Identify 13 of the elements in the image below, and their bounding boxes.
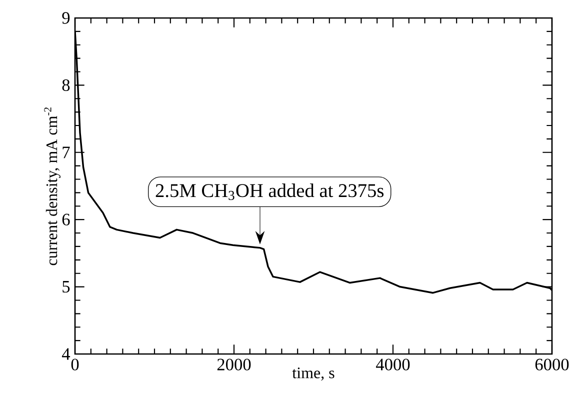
y-tick-label: 9 — [62, 12, 70, 24]
y-axis-title: current density, mA cm$^{-2}$ — [44, 107, 60, 266]
annotation: 2.5M CH$_{3}$OH added at 2375s — [156, 184, 384, 200]
y-tick-label: 5 — [62, 281, 70, 293]
y-tick-label: 7 — [62, 146, 70, 158]
y-tick-label: 4 — [62, 348, 70, 360]
x-tick-label: 6000 — [535, 358, 569, 370]
x-tick-label: 2000 — [217, 358, 251, 370]
y-tick-label: 8 — [62, 79, 70, 92]
y-tick-label: 6 — [62, 214, 70, 226]
x-axis-title: time, s — [292, 368, 334, 381]
x-tick-label: 0 — [71, 358, 79, 370]
x-tick-label: 4000 — [376, 358, 410, 370]
